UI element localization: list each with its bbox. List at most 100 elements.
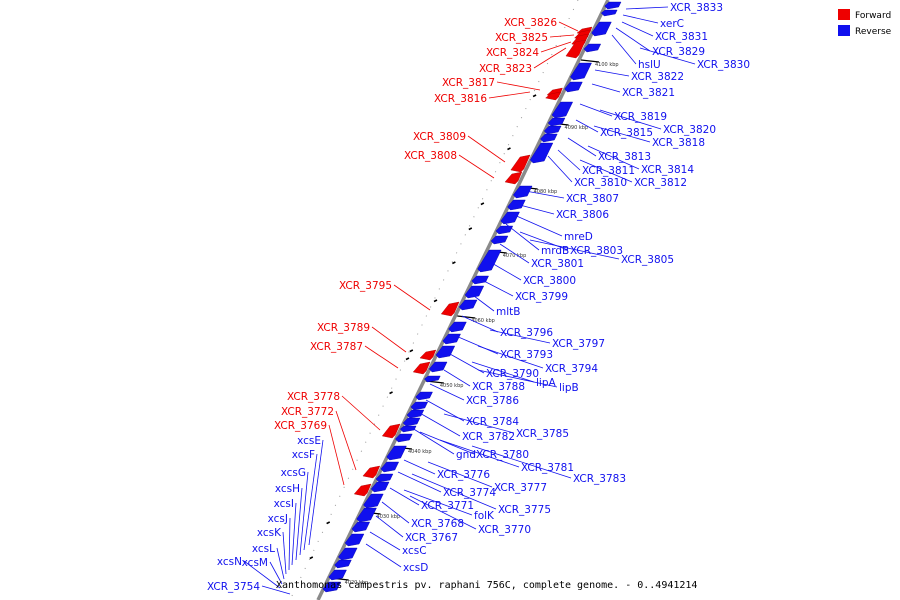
gene-label-xcr-3790: XCR_3790 xyxy=(486,368,539,380)
gene-label-xcr-3821: XCR_3821 xyxy=(622,87,675,99)
forward-gene-block xyxy=(412,361,431,375)
gene-label-xcr-3767: XCR_3767 xyxy=(405,532,458,544)
gene-label-xcr-3826: XCR_3826 xyxy=(504,17,557,29)
label-leader xyxy=(371,326,407,353)
label-leader xyxy=(489,329,551,344)
label-leader xyxy=(389,487,420,506)
label-leader xyxy=(625,6,669,10)
gene-label-xcse: xcsE xyxy=(297,435,321,447)
reverse-gene-block xyxy=(399,425,417,433)
label-leader xyxy=(496,81,541,91)
label-leader xyxy=(439,439,520,468)
label-leader xyxy=(461,315,499,333)
label-leader xyxy=(591,83,621,93)
reverse-gene-block xyxy=(458,299,478,311)
label-leader xyxy=(443,413,515,434)
label-leader xyxy=(540,41,572,53)
gene-label-xcr-3806: XCR_3806 xyxy=(556,209,609,221)
gene-label-mltb: mltB xyxy=(496,306,520,318)
feature-fragment xyxy=(326,521,331,525)
gene-label-xcr-3793: XCR_3793 xyxy=(500,349,553,361)
label-leader xyxy=(515,203,555,215)
tick-label: 4060 kbp xyxy=(471,318,495,324)
legend-forward-swatch xyxy=(838,9,850,20)
gene-label-xcr-3812: XCR_3812 xyxy=(634,177,687,189)
gene-label-xcsh: xcsH xyxy=(275,483,300,495)
gene-label-xcr-3787: XCR_3787 xyxy=(310,341,363,353)
label-leader xyxy=(269,561,283,585)
label-leader xyxy=(282,531,287,575)
label-leader xyxy=(547,155,573,183)
gene-label-xcsl: xcsL xyxy=(252,543,275,555)
forward-gene-block xyxy=(440,301,460,317)
forward-gene-block xyxy=(381,423,401,439)
gene-label-xcr-3794: XCR_3794 xyxy=(545,363,598,375)
gene-label-xcr-3822: XCR_3822 xyxy=(631,71,684,83)
label-leader xyxy=(429,383,465,401)
reverse-gene-block xyxy=(386,445,407,461)
reverse-gene-block xyxy=(448,321,467,333)
gene-label-xcr-3774: XCR_3774 xyxy=(443,487,496,499)
label-leader xyxy=(411,427,455,455)
legend-forward-label: Forward xyxy=(855,11,891,21)
reverse-gene-block xyxy=(543,125,562,135)
reverse-gene-block xyxy=(370,481,390,493)
reverse-gene-block xyxy=(547,117,566,127)
gene-label-xcr-3781: XCR_3781 xyxy=(521,462,574,474)
genome-backbone xyxy=(316,0,610,600)
label-leader xyxy=(381,501,410,524)
gene-label-xcsi: xcsI xyxy=(274,498,294,510)
label-leader xyxy=(615,27,651,52)
label-leader xyxy=(303,453,318,551)
gene-label-hslu: hslU xyxy=(638,59,661,71)
reverse-gene-block xyxy=(495,225,514,235)
label-leader xyxy=(533,47,567,69)
label-leader xyxy=(261,585,291,595)
reverse-gene-block xyxy=(338,547,358,561)
label-leader xyxy=(488,91,531,99)
label-leader xyxy=(611,34,637,65)
reverse-gene-block xyxy=(507,199,526,211)
label-leader xyxy=(364,345,399,369)
gene-label-xcr-3768: XCR_3768 xyxy=(411,518,464,530)
label-leader xyxy=(621,21,654,37)
reverse-gene-block xyxy=(351,521,371,533)
gene-label-xcr-3810: XCR_3810 xyxy=(574,177,627,189)
label-leader xyxy=(558,21,579,32)
feature-fragment xyxy=(405,357,410,361)
reverse-gene-block xyxy=(380,461,400,473)
label-leader xyxy=(587,145,640,170)
gene-label-folk: folK xyxy=(474,510,495,522)
label-leader xyxy=(458,154,495,179)
reverse-gene-block xyxy=(551,101,574,119)
gene-label-xcr-3829: XCR_3829 xyxy=(652,46,705,58)
label-leader xyxy=(557,149,581,171)
reverse-gene-block xyxy=(490,235,509,245)
gene-label-xcsc: xcsC xyxy=(402,545,427,557)
label-leader xyxy=(295,487,303,561)
reverse-gene-block xyxy=(344,533,365,547)
gene-label-xcr-3813: XCR_3813 xyxy=(598,151,651,163)
label-leader xyxy=(328,424,345,486)
gene-label-xcr-3771: XCR_3771 xyxy=(421,500,474,512)
label-leader xyxy=(594,69,630,77)
gene-label-xcr-3808: XCR_3808 xyxy=(404,150,457,162)
label-leader xyxy=(443,369,471,387)
label-leader xyxy=(529,239,620,260)
label-leader xyxy=(417,411,461,437)
reverse-gene-block xyxy=(334,559,352,569)
reverse-gene-block xyxy=(402,417,421,427)
label-leader xyxy=(375,515,404,538)
gene-label-xcr-3795: XCR_3795 xyxy=(339,280,392,292)
tick-label: 4100 kbp xyxy=(595,62,619,68)
reverse-gene-block xyxy=(564,81,583,93)
gene-label-xcr-3814: XCR_3814 xyxy=(641,164,694,176)
label-leader xyxy=(499,243,530,264)
label-leader xyxy=(288,517,291,571)
feature-fragment xyxy=(433,299,438,303)
reverse-gene-block xyxy=(464,285,485,299)
gene-label-xcr-3825: XCR_3825 xyxy=(495,32,548,44)
label-leader xyxy=(471,361,535,383)
gene-label-xcr-3782: XCR_3782 xyxy=(462,431,515,443)
label-leaders xyxy=(243,6,696,595)
